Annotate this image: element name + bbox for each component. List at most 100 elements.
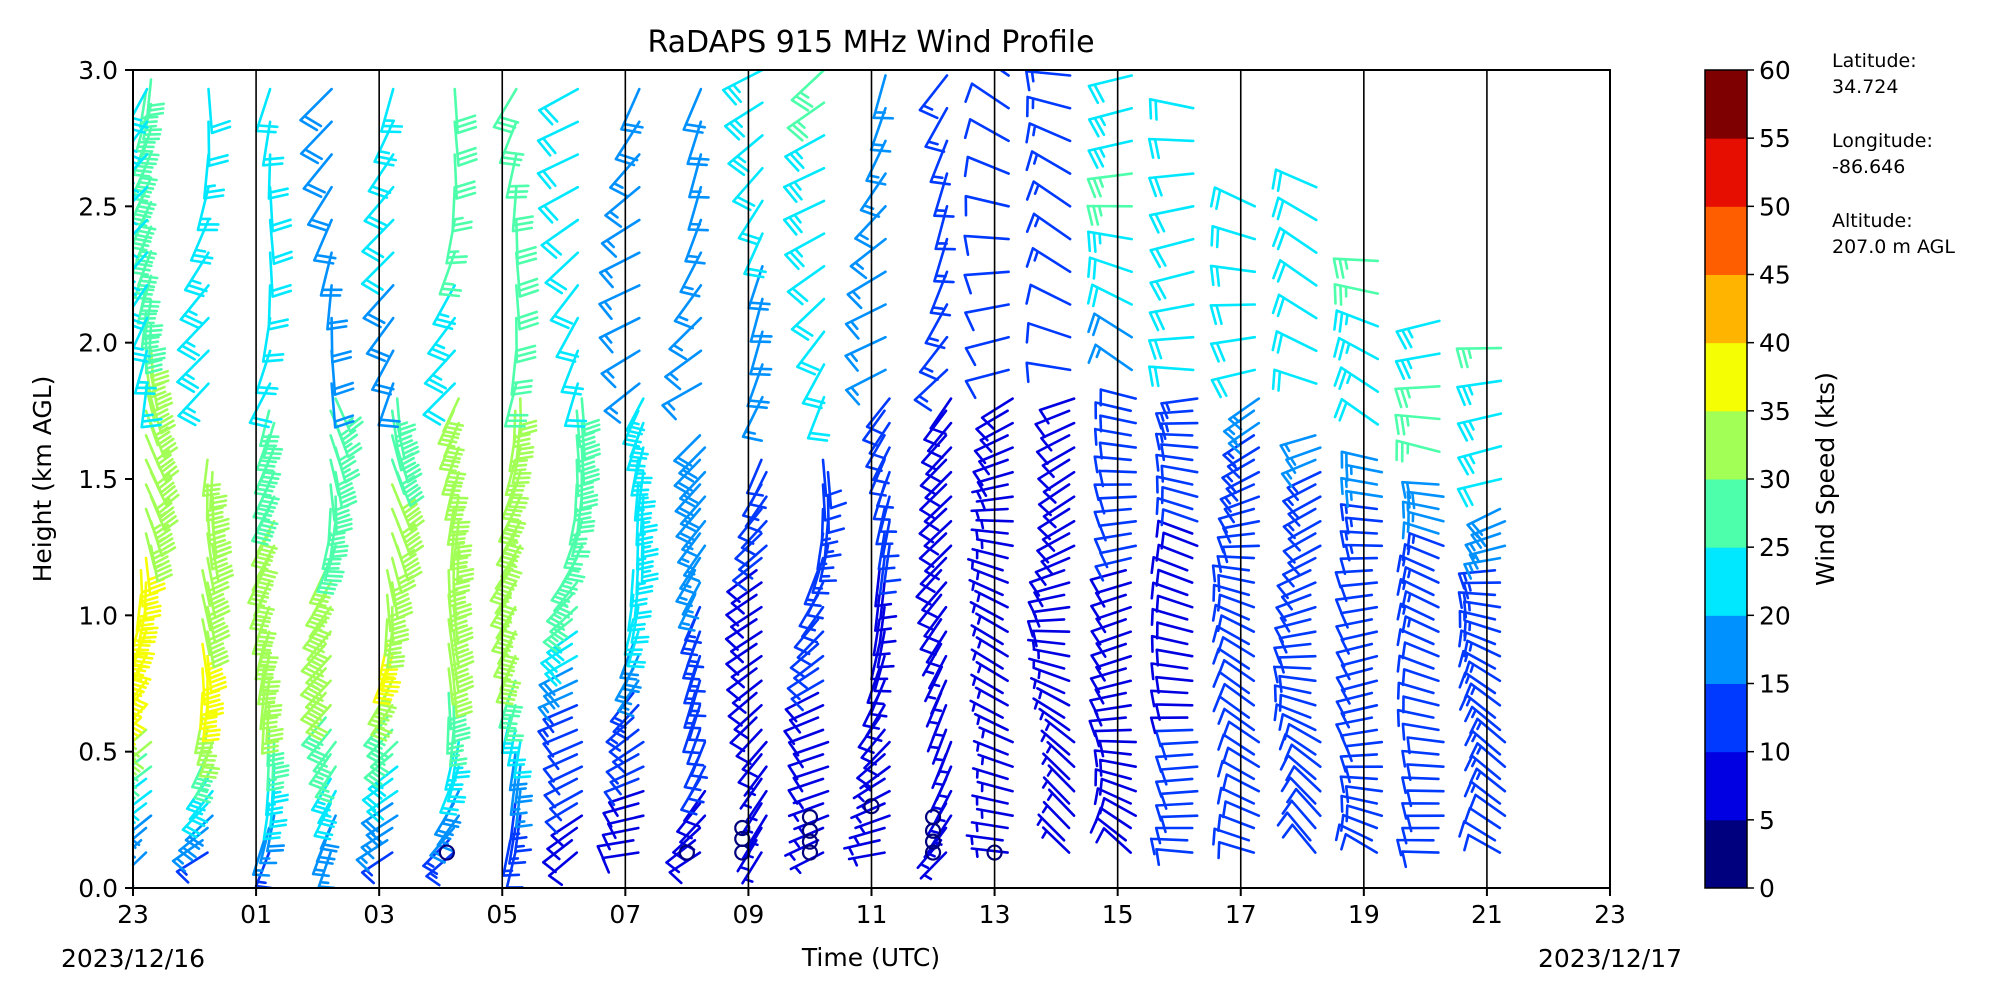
x-tick-label: 03 <box>363 900 395 929</box>
wind-barb <box>1212 827 1251 846</box>
wind-barb <box>302 153 333 198</box>
wind-barb <box>792 789 830 810</box>
wind-barb <box>329 483 351 522</box>
wind-barb <box>1037 483 1071 517</box>
wind-barb <box>390 434 417 472</box>
wind-barb <box>540 218 580 259</box>
wind-barb <box>135 593 155 632</box>
wind-barb <box>1469 767 1507 793</box>
wind-barb <box>796 630 825 667</box>
wind-barb <box>845 368 887 406</box>
x-tick-label: 09 <box>733 900 765 929</box>
wind-barb <box>447 618 470 657</box>
wind-barb <box>1025 322 1072 344</box>
wind-barb <box>511 185 534 233</box>
wind-barb <box>925 630 948 669</box>
wind-barb <box>790 70 826 112</box>
wind-barb <box>373 120 398 167</box>
wind-barb <box>1281 823 1317 854</box>
wind-barb <box>1272 259 1318 287</box>
wind-barb <box>1458 820 1497 842</box>
wind-barb <box>1155 409 1194 430</box>
wind-barb <box>140 311 160 350</box>
wind-barb <box>1094 556 1132 582</box>
wind-barb <box>923 495 953 532</box>
wind-barb <box>1335 691 1374 717</box>
wind-barb <box>732 556 763 592</box>
wind-barb <box>1034 409 1071 439</box>
wind-barb <box>1087 312 1133 339</box>
wind-barb <box>1402 695 1440 714</box>
wind-barb <box>378 642 399 681</box>
wind-barb <box>367 153 395 199</box>
calm-marker <box>438 844 455 861</box>
wind-barb <box>1093 532 1132 555</box>
wind-barb <box>267 153 289 200</box>
wind-barb <box>603 777 640 807</box>
wind-barb <box>555 316 580 363</box>
calm-marker <box>801 833 819 850</box>
wind-barb <box>504 458 526 497</box>
wind-barb <box>256 544 279 583</box>
wind-barb <box>1223 495 1261 524</box>
wind-barb <box>447 691 467 731</box>
wind-barb <box>1273 642 1312 664</box>
wind-barb <box>1339 775 1379 794</box>
wind-barb <box>1273 703 1312 722</box>
wind-barb <box>1025 361 1072 384</box>
wind-barb <box>205 483 224 522</box>
wind-barb <box>1282 556 1317 588</box>
wind-barb <box>1087 139 1133 169</box>
colorbar-tick-label: 60 <box>1759 56 1791 85</box>
wind-barb <box>1160 508 1199 527</box>
wind-barb <box>1028 657 1066 670</box>
wind-barb <box>144 360 167 399</box>
wind-barb <box>1335 618 1374 642</box>
colorbar-tick-label: 50 <box>1759 192 1791 221</box>
wind-barb <box>801 363 826 410</box>
wind-barb <box>1155 621 1194 640</box>
wind-barb <box>1272 226 1318 254</box>
wind-barb <box>1087 106 1133 138</box>
wind-barb <box>854 814 891 835</box>
wind-barb <box>1149 237 1195 269</box>
wind-barb <box>177 382 210 427</box>
wind-barb <box>973 712 1009 732</box>
wind-barb <box>1394 352 1441 380</box>
wind-barb <box>1217 813 1256 832</box>
wind-barb <box>970 528 1009 540</box>
wind-barb <box>787 728 825 757</box>
colorbar-segment <box>1705 70 1747 139</box>
wind-barb <box>425 851 455 887</box>
y-tick-label: 2.0 <box>78 329 118 358</box>
wind-barb <box>681 581 702 620</box>
wind-barb <box>1334 569 1374 589</box>
wind-barb <box>390 532 419 569</box>
wind-barb <box>1159 814 1199 834</box>
wind-barb <box>1396 681 1435 700</box>
wind-barb <box>494 581 517 620</box>
wind-barb <box>876 470 895 509</box>
wind-barb <box>980 397 1014 430</box>
wind-barb <box>1401 668 1440 687</box>
wind-barb <box>865 704 886 743</box>
wind-barb <box>580 397 601 436</box>
wind-barb <box>546 826 579 861</box>
wind-barb <box>1271 330 1318 354</box>
wind-barb <box>1396 578 1435 597</box>
wind-barb <box>1340 605 1379 629</box>
colorbar-tick-label: 35 <box>1759 397 1791 426</box>
wind-barb <box>931 728 948 765</box>
wind-barb <box>537 716 574 746</box>
wind-barb <box>508 434 528 473</box>
wind-barb <box>255 520 278 559</box>
wind-barb <box>255 434 278 473</box>
x-axis-label: Time (UTC) <box>801 943 940 972</box>
wind-barb <box>1463 660 1502 683</box>
wind-barb <box>139 569 159 608</box>
wind-barb <box>1025 212 1072 241</box>
wind-barb <box>385 569 410 607</box>
wind-barb <box>686 630 705 669</box>
wind-barb <box>790 297 826 341</box>
wind-barb <box>1087 74 1133 105</box>
